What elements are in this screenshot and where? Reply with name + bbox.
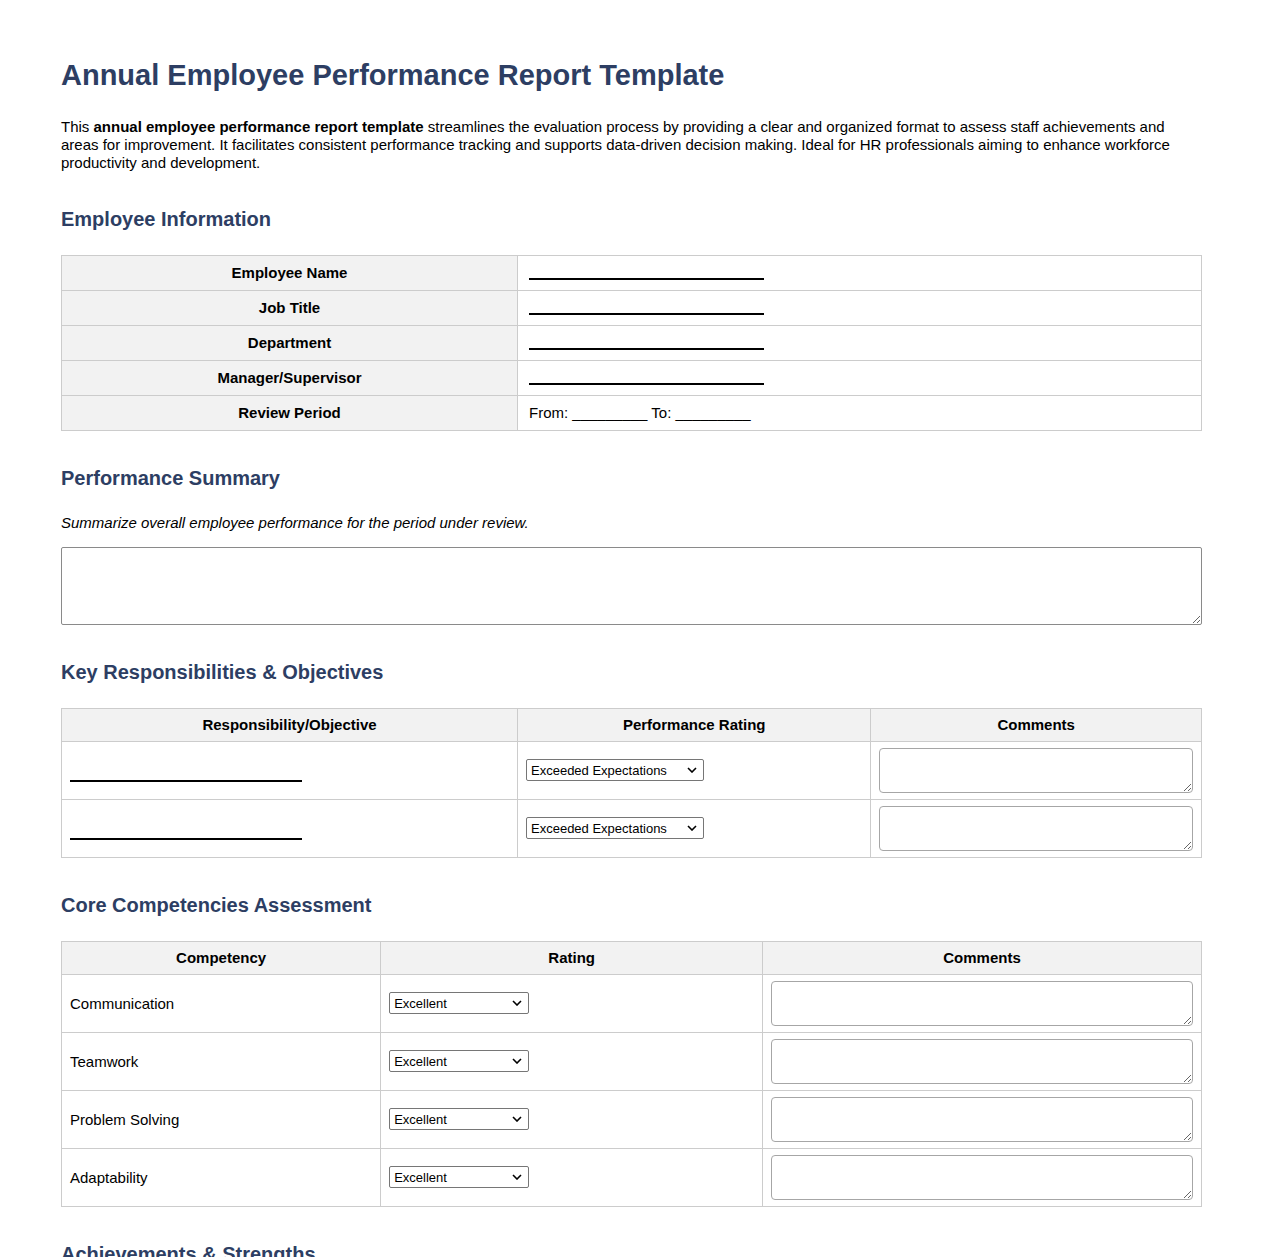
intro-text-pre: This	[61, 118, 94, 135]
manager-supervisor-value-cell	[518, 360, 1202, 395]
blank-line	[529, 263, 764, 280]
rating-cell: Excellent	[381, 974, 763, 1032]
competency-name: Problem Solving	[62, 1090, 381, 1148]
competency-name: Teamwork	[62, 1032, 381, 1090]
table-row: Employee Name	[62, 255, 1202, 290]
performance-summary-heading: Performance Summary	[61, 467, 1202, 490]
performance-rating-select[interactable]: Exceeded Expectations	[526, 759, 704, 781]
rating-select-wrap: Exceeded Expectations	[526, 817, 704, 839]
key-responsibilities-heading: Key Responsibilities & Objectives	[61, 661, 1202, 684]
table-row: Exceeded Expectations	[62, 741, 1202, 799]
job-title-label: Job Title	[62, 290, 518, 325]
table-row: Teamwork Excellent	[62, 1032, 1202, 1090]
performance-summary-textarea[interactable]	[61, 547, 1202, 625]
rating-select-wrap: Exceeded Expectations	[526, 759, 704, 781]
responsibility-cell	[62, 799, 518, 857]
responsibility-cell	[62, 741, 518, 799]
column-header-rating: Rating	[381, 941, 763, 974]
blank-line	[529, 368, 764, 385]
table-row: Problem Solving Excellent	[62, 1090, 1202, 1148]
table-row: Review Period From: _________ To: ______…	[62, 395, 1202, 430]
page-title: Annual Employee Performance Report Templ…	[61, 60, 1202, 92]
achievements-strengths-heading: Achievements & Strengths	[61, 1243, 1202, 1257]
responsibility-comment-textarea[interactable]	[879, 806, 1193, 851]
employee-information-table: Employee Name Job Title Department Manag…	[61, 255, 1202, 431]
review-period-value: From: _________ To: _________	[529, 404, 751, 421]
rating-select-wrap: Excellent	[389, 1108, 529, 1130]
comments-cell	[763, 1032, 1202, 1090]
job-title-value-cell	[518, 290, 1202, 325]
table-row: Manager/Supervisor	[62, 360, 1202, 395]
rating-cell: Excellent	[381, 1148, 763, 1206]
manager-supervisor-label: Manager/Supervisor	[62, 360, 518, 395]
employee-information-heading: Employee Information	[61, 208, 1202, 231]
column-header-comments: Comments	[763, 941, 1202, 974]
competency-rating-select[interactable]: Excellent	[389, 1050, 529, 1072]
employee-name-value-cell	[518, 255, 1202, 290]
comments-cell	[763, 1148, 1202, 1206]
table-row: Department	[62, 325, 1202, 360]
competency-rating-select[interactable]: Excellent	[389, 1166, 529, 1188]
rating-select-wrap: Excellent	[389, 1166, 529, 1188]
key-responsibilities-table: Responsibility/Objective Performance Rat…	[61, 708, 1202, 858]
responsibility-comment-textarea[interactable]	[879, 748, 1193, 793]
table-header-row: Competency Rating Comments	[62, 941, 1202, 974]
intro-paragraph: This annual employee performance report …	[61, 118, 1202, 172]
table-row: Exceeded Expectations	[62, 799, 1202, 857]
core-competencies-heading: Core Competencies Assessment	[61, 894, 1202, 917]
comments-cell	[763, 1090, 1202, 1148]
blank-line	[70, 765, 302, 782]
competency-comment-textarea[interactable]	[771, 1155, 1193, 1200]
table-row: Communication Excellent	[62, 974, 1202, 1032]
competency-rating-select[interactable]: Excellent	[389, 1108, 529, 1130]
comments-cell	[871, 799, 1202, 857]
core-competencies-table: Competency Rating Comments Communication…	[61, 941, 1202, 1207]
summary-instruction: Summarize overall employee performance f…	[61, 514, 1202, 531]
rating-select-wrap: Excellent	[389, 992, 529, 1014]
column-header-performance-rating: Performance Rating	[518, 708, 871, 741]
review-period-value-cell: From: _________ To: _________	[518, 395, 1202, 430]
competency-comment-textarea[interactable]	[771, 1039, 1193, 1084]
rating-cell: Excellent	[381, 1032, 763, 1090]
employee-name-label: Employee Name	[62, 255, 518, 290]
column-header-competency: Competency	[62, 941, 381, 974]
competency-name: Adaptability	[62, 1148, 381, 1206]
rating-cell: Excellent	[381, 1090, 763, 1148]
blank-line	[529, 298, 764, 315]
department-label: Department	[62, 325, 518, 360]
competency-name: Communication	[62, 974, 381, 1032]
competency-rating-select[interactable]: Excellent	[389, 992, 529, 1014]
table-header-row: Responsibility/Objective Performance Rat…	[62, 708, 1202, 741]
intro-text-bold: annual employee performance report templ…	[94, 118, 424, 135]
column-header-comments: Comments	[871, 708, 1202, 741]
comments-cell	[763, 974, 1202, 1032]
competency-comment-textarea[interactable]	[771, 981, 1193, 1026]
table-row: Job Title	[62, 290, 1202, 325]
review-period-label: Review Period	[62, 395, 518, 430]
table-row: Adaptability Excellent	[62, 1148, 1202, 1206]
rating-cell: Exceeded Expectations	[518, 799, 871, 857]
performance-rating-select[interactable]: Exceeded Expectations	[526, 817, 704, 839]
rating-select-wrap: Excellent	[389, 1050, 529, 1072]
competency-comment-textarea[interactable]	[771, 1097, 1193, 1142]
department-value-cell	[518, 325, 1202, 360]
column-header-responsibility: Responsibility/Objective	[62, 708, 518, 741]
blank-line	[70, 823, 302, 840]
rating-cell: Exceeded Expectations	[518, 741, 871, 799]
blank-line	[529, 333, 764, 350]
comments-cell	[871, 741, 1202, 799]
